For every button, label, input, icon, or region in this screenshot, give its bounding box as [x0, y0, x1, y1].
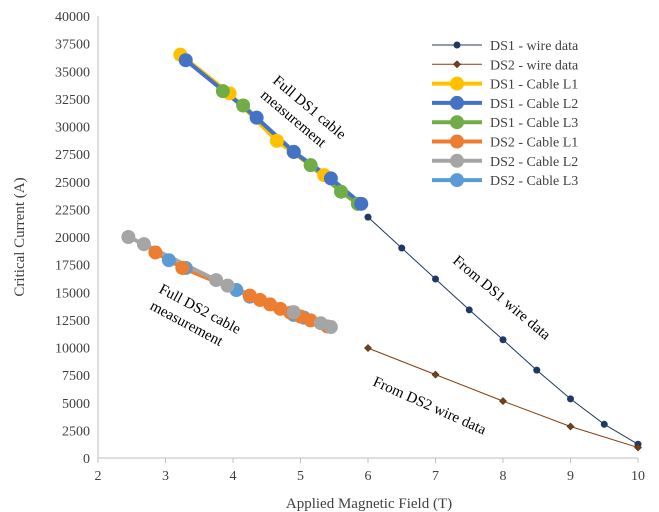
- legend-entry: DS2 - Cable L1: [432, 134, 578, 151]
- y-tick-label: 22500: [55, 203, 90, 218]
- data-point: [533, 366, 541, 374]
- data-point: [450, 173, 464, 188]
- y-tick-label: 5000: [62, 397, 90, 412]
- legend-entry: DS1 - Cable L2: [432, 95, 578, 112]
- y-tick-label: 35000: [55, 65, 90, 80]
- data-point: [499, 336, 507, 344]
- data-point: [567, 395, 574, 403]
- data-point: [450, 76, 464, 91]
- data-point: [303, 158, 318, 173]
- data-point: [634, 443, 642, 452]
- x-tick-label: 10: [631, 469, 645, 484]
- data-point: [600, 420, 608, 428]
- data-point: [136, 237, 151, 252]
- y-tick-label: 15000: [55, 286, 90, 301]
- data-point: [453, 60, 461, 69]
- y-tick-label: 20000: [55, 231, 90, 246]
- data-point: [161, 253, 176, 268]
- y-tick-label: 2500: [62, 424, 90, 439]
- legend-entry: DS2 - Cable L3: [432, 173, 578, 189]
- series-points: [121, 47, 642, 452]
- axes: 0250050007500100001250015000175002000022…: [55, 10, 645, 484]
- data-point: [178, 53, 193, 68]
- data-point: [465, 306, 473, 314]
- data-point: [450, 153, 464, 168]
- data-point: [323, 320, 338, 335]
- y-tick-label: 17500: [55, 259, 90, 274]
- data-point: [209, 273, 224, 288]
- data-point: [450, 134, 464, 149]
- legend-entry: DS1 - Cable L3: [432, 115, 578, 131]
- data-point: [450, 115, 464, 130]
- y-tick-label: 40000: [55, 10, 90, 25]
- y-tick-label: 10000: [55, 342, 90, 357]
- x-tick-label: 6: [365, 469, 372, 484]
- data-point: [398, 244, 406, 252]
- legend-entry: DS2 - wire data: [432, 58, 579, 73]
- data-point: [453, 41, 461, 49]
- x-tick-label: 2: [95, 469, 102, 484]
- y-tick-label: 12500: [55, 314, 90, 329]
- data-point: [121, 230, 136, 244]
- data-point: [175, 260, 190, 275]
- x-tick-label: 5: [297, 469, 304, 484]
- legend-label: DS1 - Cable L3: [490, 116, 578, 131]
- data-point: [432, 275, 439, 283]
- y-axis-title: Critical Current (A): [12, 177, 28, 296]
- data-point: [499, 397, 507, 406]
- data-point: [431, 370, 440, 379]
- data-point: [215, 84, 230, 99]
- legend-label: DS2 - Cable L3: [490, 174, 578, 189]
- y-tick-label: 37500: [55, 38, 90, 53]
- legend-label: DS1 - wire data: [490, 39, 579, 54]
- data-point: [269, 133, 284, 148]
- data-point: [450, 95, 464, 110]
- data-point: [249, 110, 264, 125]
- x-tick-label: 4: [230, 469, 237, 484]
- y-tick-label: 7500: [62, 369, 90, 384]
- legend-label: DS2 - Cable L1: [490, 136, 578, 151]
- y-tick-label: 32500: [55, 93, 90, 108]
- legend-entry: DS1 - Cable L1: [432, 76, 578, 93]
- y-tick-label: 0: [83, 452, 90, 467]
- data-point: [566, 422, 575, 431]
- y-tick-label: 25000: [55, 176, 90, 191]
- x-tick-label: 7: [432, 469, 439, 484]
- data-point: [236, 98, 251, 113]
- x-axis-title: Applied Magnetic Field (T): [286, 496, 452, 512]
- data-point: [354, 196, 369, 211]
- x-tick-label: 3: [162, 469, 169, 484]
- data-point: [364, 344, 372, 352]
- data-point: [364, 213, 372, 221]
- legend-label: DS2 - wire data: [490, 58, 579, 73]
- legend-label: DS2 - Cable L2: [490, 155, 578, 170]
- y-tick-label: 30000: [55, 121, 90, 136]
- data-point: [286, 305, 301, 320]
- legend-label: DS1 - Cable L1: [490, 78, 578, 93]
- legend-label: DS1 - Cable L2: [490, 97, 578, 112]
- x-tick-label: 9: [567, 469, 574, 484]
- data-point: [220, 278, 235, 293]
- legend-entry: DS2 - Cable L2: [432, 153, 578, 170]
- y-tick-label: 27500: [55, 148, 90, 163]
- data-point: [334, 184, 348, 199]
- legend: DS1 - wire data DS2 - wire data DS1 - Cabl…: [432, 39, 579, 189]
- data-point: [323, 171, 338, 186]
- data-point: [286, 144, 301, 159]
- legend-entry: DS1 - wire data: [432, 39, 579, 54]
- x-tick-label: 8: [500, 469, 507, 484]
- data-point: [148, 245, 163, 260]
